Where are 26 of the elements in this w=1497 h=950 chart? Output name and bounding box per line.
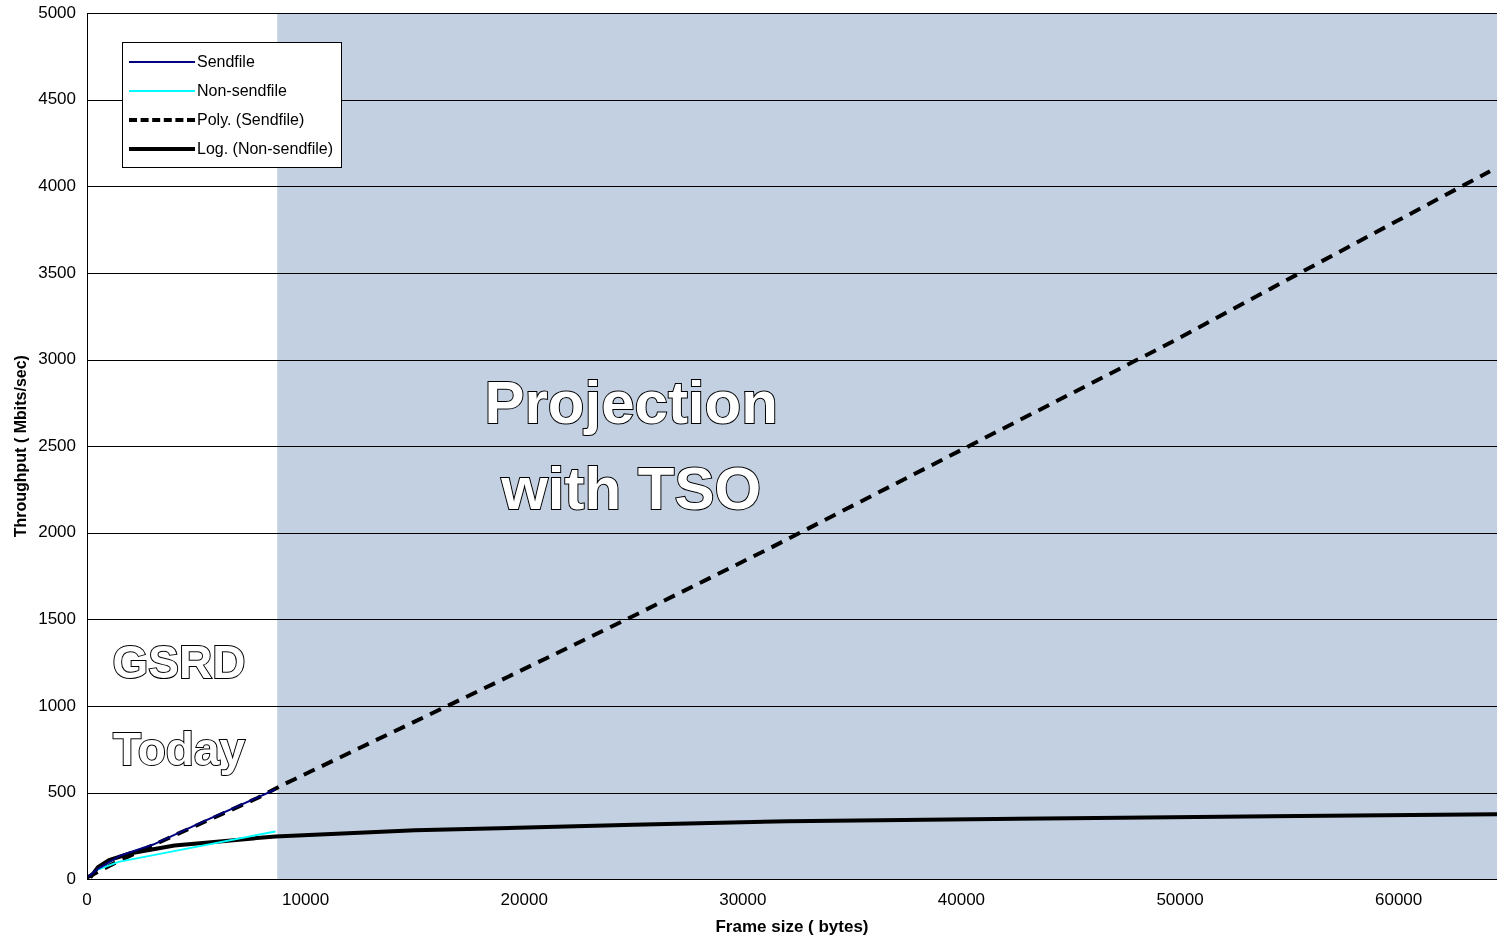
- legend-label: Poly. (Sendfile): [197, 110, 305, 129]
- x-tick-label: 50000: [1156, 890, 1204, 910]
- x-tick-label: 20000: [500, 890, 548, 910]
- y-tick-label: 0: [66, 868, 77, 888]
- y-tick-label: 500: [47, 782, 77, 802]
- y-tick-label: 2500: [38, 435, 77, 455]
- y-tick-label: 4000: [38, 176, 77, 196]
- y-tick-label: 3500: [38, 262, 77, 282]
- x-tick-label: 10000: [281, 890, 330, 910]
- y-tick-label: 2000: [38, 522, 77, 542]
- y-tick-label: 4500: [38, 89, 77, 109]
- y-tick-label: 1500: [38, 609, 77, 629]
- x-tick-label: 0: [82, 890, 92, 910]
- y-axis-title: Throughput ( Mbits/sec): [12, 355, 30, 538]
- y-tick-label: 1000: [38, 695, 77, 715]
- y-tick-label: 3000: [38, 349, 77, 369]
- x-axis-title: Frame size ( bytes): [715, 917, 869, 937]
- x-tick-label: 30000: [719, 890, 767, 910]
- y-tick-label: 5000: [38, 2, 77, 22]
- legend-label: Sendfile: [197, 52, 255, 71]
- legend-label: Non-sendfile: [197, 81, 287, 100]
- x-tick-label: 40000: [937, 890, 986, 910]
- x-tick-label: 60000: [1374, 890, 1423, 910]
- band-label: Projection with TSO: [483, 367, 779, 525]
- annotation: GSRD Today: [112, 636, 246, 775]
- legend-label: Log. (Non-sendfile): [197, 139, 334, 158]
